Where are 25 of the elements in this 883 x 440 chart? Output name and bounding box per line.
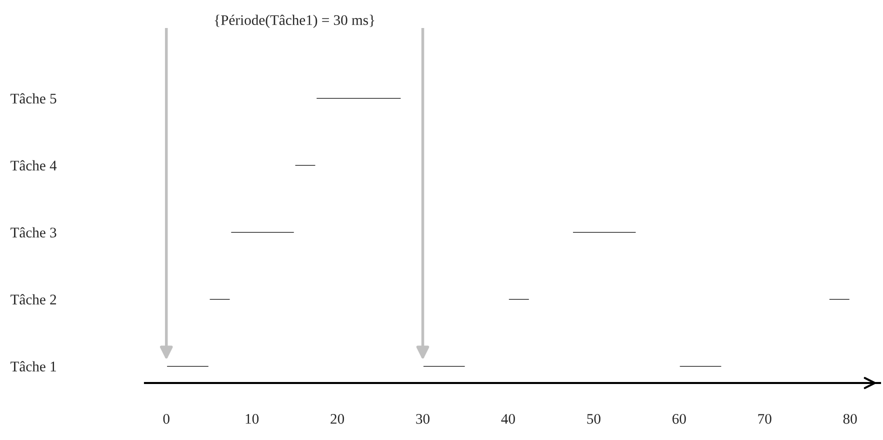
x-tick-label: 10 — [246, 414, 259, 424]
bar — [678, 364, 723, 368]
y-tick-label: Tâche 3 — [10, 227, 56, 238]
bar — [572, 230, 638, 234]
y-tick-label: Tâche 4 — [10, 160, 57, 171]
y-tick-label: Tâche 5 — [10, 93, 56, 104]
bar — [230, 230, 296, 234]
y-tick-label: Tâche 1 — [10, 361, 56, 372]
bar — [315, 96, 402, 100]
text: {Période(Tâche1) = 30 ms} — [214, 14, 374, 28]
x-tick-label: 70 — [758, 414, 772, 424]
x-tick-label: 80 — [843, 414, 857, 424]
x-tick-label: 30 — [416, 414, 430, 424]
x-tick-label: 0 — [163, 414, 170, 424]
bar — [828, 298, 851, 301]
bar — [422, 364, 466, 368]
y-tick-label: Tâche 2 — [10, 294, 56, 304]
bar — [508, 298, 530, 301]
x-tick-label: 20 — [330, 414, 344, 424]
x-tick-label: 60 — [672, 414, 686, 424]
bar — [208, 298, 232, 301]
x-tick-label: 50 — [587, 414, 600, 424]
bar — [294, 164, 317, 168]
bar — [166, 364, 210, 368]
x-tick-label: 40 — [501, 414, 515, 424]
